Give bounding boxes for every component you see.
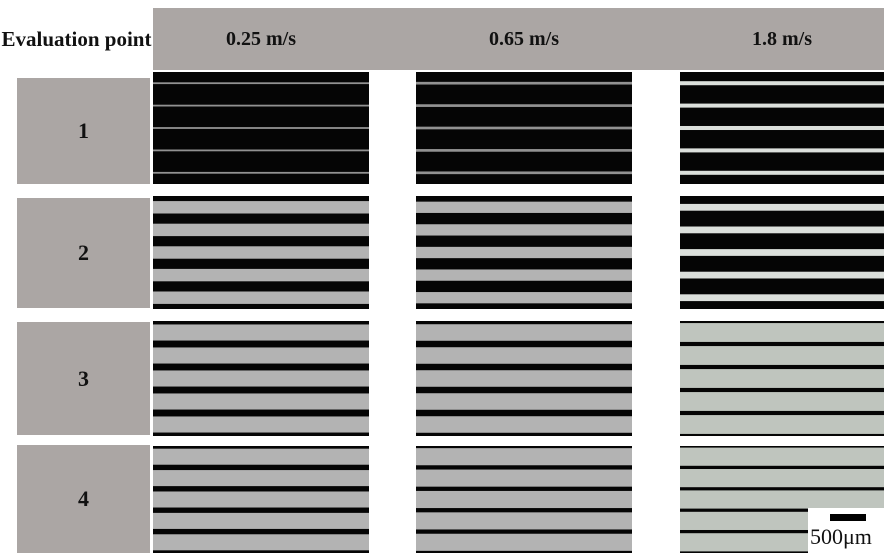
- line-stripe: [680, 148, 884, 153]
- line-stripe: [416, 201, 632, 213]
- line-stripe: [416, 149, 632, 152]
- line-stripe: [416, 126, 632, 130]
- line-stripe: [416, 533, 632, 551]
- line-stripe: [153, 491, 369, 508]
- line-stripe: [153, 223, 369, 237]
- line-stripe: [680, 392, 884, 411]
- row-label-box: [17, 322, 150, 435]
- line-stripe: [416, 104, 632, 107]
- line-stripe: [153, 534, 369, 551]
- line-stripe: [680, 415, 884, 434]
- header-band: [153, 8, 884, 70]
- line-stripe: [680, 346, 884, 365]
- column-header: 0.65 m/s: [489, 27, 559, 50]
- row-label-box: [17, 445, 150, 553]
- line-stripe: [416, 416, 632, 433]
- line-stripe: [416, 224, 632, 236]
- line-stripe: [680, 81, 884, 86]
- line-stripe: [153, 470, 369, 487]
- line-stripe: [153, 416, 369, 433]
- line-stripe: [153, 82, 369, 85]
- line-stripe: [153, 347, 369, 364]
- line-stripe: [153, 370, 369, 387]
- line-stripe: [153, 127, 369, 129]
- scale-bar: [830, 514, 866, 521]
- line-stripe: [680, 447, 884, 466]
- line-stripe: [416, 393, 632, 410]
- line-stripe: [680, 103, 884, 108]
- column-header: 1.8 m/s: [752, 27, 812, 50]
- line-stripe: [680, 125, 884, 131]
- line-stripe: [680, 226, 884, 234]
- line-stripe: [416, 490, 632, 509]
- row-label: 1: [78, 118, 89, 143]
- line-stripe: [153, 393, 369, 410]
- row-label: 4: [78, 486, 89, 511]
- line-stripe: [680, 203, 884, 211]
- line-stripe: [416, 81, 632, 85]
- line-stripe: [680, 323, 884, 342]
- row-label-box: [17, 78, 150, 184]
- line-stripe: [680, 294, 884, 302]
- line-stripe: [680, 170, 884, 175]
- scale-bar-label: 500μm: [810, 524, 872, 549]
- line-stripe: [680, 469, 884, 488]
- line-stripe: [153, 268, 369, 282]
- column-header: 0.25 m/s: [226, 27, 296, 50]
- line-stripe: [416, 512, 632, 530]
- line-stripe: [416, 292, 632, 304]
- line-stripe: [680, 271, 884, 279]
- line-stripe: [153, 104, 369, 107]
- line-stripe: [416, 448, 632, 466]
- row-label-box: [17, 198, 150, 308]
- corner-label: Evaluation point: [1, 27, 152, 51]
- line-stripe: [416, 171, 632, 175]
- line-stripe: [153, 171, 369, 174]
- row-label: 3: [78, 365, 89, 391]
- line-stripe: [416, 269, 632, 281]
- line-stripe: [153, 291, 369, 304]
- line-stripe: [680, 490, 884, 509]
- line-stripe: [153, 149, 369, 152]
- line-stripe: [153, 448, 369, 465]
- line-stripe: [416, 246, 632, 259]
- line-stripe: [153, 246, 369, 259]
- line-stripe: [153, 201, 369, 214]
- line-stripe: [416, 324, 632, 341]
- row-label: 2: [78, 240, 89, 265]
- line-stripe: [416, 370, 632, 387]
- line-stripe: [153, 512, 369, 529]
- line-stripe: [680, 369, 884, 388]
- line-stripe: [416, 347, 632, 364]
- line-stripe: [680, 249, 884, 256]
- line-stripe: [416, 469, 632, 487]
- line-stripe: [153, 324, 369, 341]
